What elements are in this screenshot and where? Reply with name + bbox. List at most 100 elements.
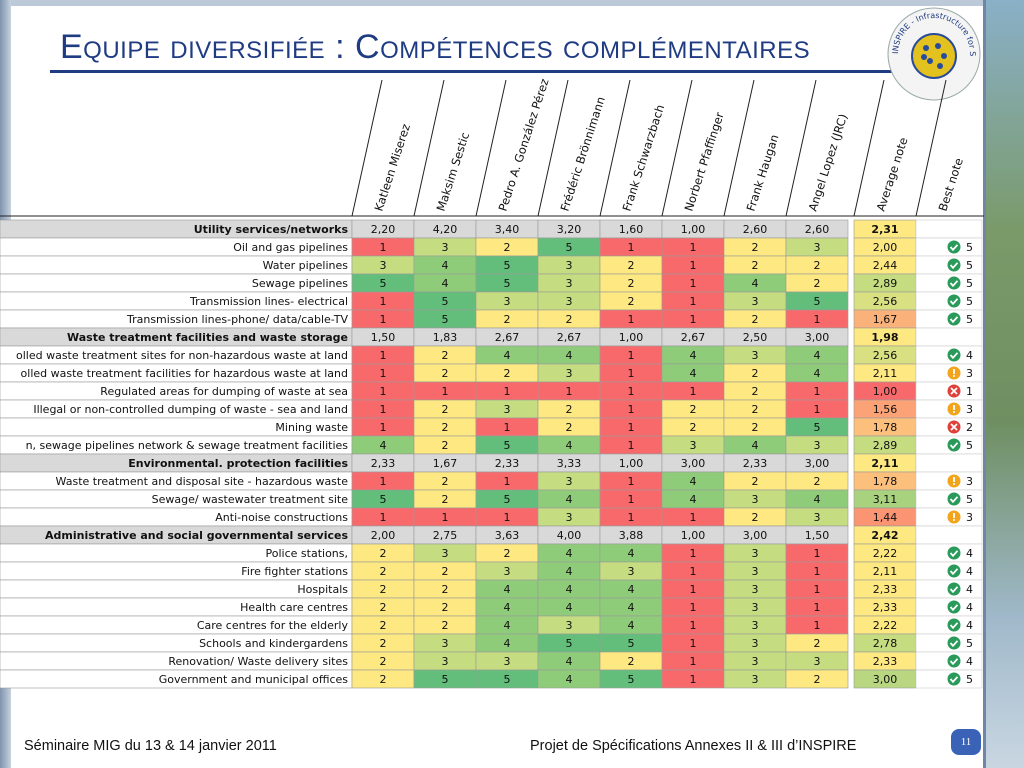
score-value: 1 <box>628 367 635 380</box>
score-value: 4 <box>504 601 511 614</box>
score-value: 1 <box>566 385 573 398</box>
best-note-value: 5 <box>966 241 973 254</box>
score-value: 1 <box>690 619 697 632</box>
best-note-value: 4 <box>966 601 973 614</box>
score-value: 2 <box>752 259 759 272</box>
score-value: 3 <box>566 367 573 380</box>
score-value: 3 <box>566 277 573 290</box>
title-underline <box>50 70 900 73</box>
score-value: 1,00 <box>681 223 706 236</box>
best-note-value: 4 <box>966 547 973 560</box>
slide-title: Equipe diversifiée : Compétences complém… <box>60 28 811 66</box>
header-separator <box>915 79 947 217</box>
score-value: 1,00 <box>619 331 644 344</box>
average-value: 2,44 <box>873 259 898 272</box>
column-header-label: Frank Haugan <box>744 133 782 213</box>
average-value: 3,00 <box>873 673 898 686</box>
score-value: 1 <box>628 421 635 434</box>
score-value: 2 <box>380 673 387 686</box>
score-value: 1 <box>628 241 635 254</box>
row-label: Administrative and social governmental s… <box>45 529 348 542</box>
score-value: 1 <box>628 511 635 524</box>
column-header-label: Norbert Pfaffinger <box>682 110 727 213</box>
row-label: Utility services/networks <box>194 223 349 236</box>
score-value: 4 <box>504 583 511 596</box>
score-value: 3 <box>814 241 821 254</box>
row-label: Environmental. protection facilities <box>128 457 348 470</box>
right-map-background <box>984 0 1024 768</box>
score-value: 3,88 <box>619 529 644 542</box>
score-value: 4 <box>690 475 697 488</box>
score-value: 5 <box>504 493 511 506</box>
score-value: 2 <box>380 619 387 632</box>
header-separator <box>785 79 817 217</box>
score-value: 4 <box>566 601 573 614</box>
score-value: 2 <box>380 637 387 650</box>
score-value: 1,83 <box>433 331 458 344</box>
column-header: Average note <box>853 79 911 217</box>
header-separator <box>853 79 885 217</box>
check-icon <box>947 636 961 650</box>
score-value: 1 <box>690 673 697 686</box>
score-value: 4 <box>504 637 511 650</box>
row-label: olled waste treatment sites for non-haza… <box>16 349 348 362</box>
table-row: Government and municipal offices 2 5 5 4 5 1 3 2… <box>0 669 983 689</box>
score-value: 1 <box>442 511 449 524</box>
cross-icon <box>947 384 961 398</box>
row-label: Health care centres <box>240 601 348 614</box>
score-value: 1,60 <box>619 223 644 236</box>
table-row: Water pipelines 3 4 5 3 2 1 2 2 2,44 5 <box>0 255 983 275</box>
score-value: 3,00 <box>805 457 830 470</box>
score-value: 3,33 <box>557 457 582 470</box>
score-value: 1 <box>690 565 697 578</box>
score-value: 5 <box>628 673 635 686</box>
score-value: 1 <box>380 511 387 524</box>
score-value: 1 <box>814 547 821 560</box>
score-value: 4 <box>690 367 697 380</box>
best-note-value: 5 <box>966 637 973 650</box>
score-value: 2 <box>628 259 635 272</box>
score-value: 2,00 <box>371 529 396 542</box>
top-frame <box>0 0 1024 6</box>
score-value: 1 <box>628 349 635 362</box>
column-header: Frédéric Brönnimann <box>537 79 608 217</box>
average-value: 2,00 <box>873 241 898 254</box>
score-value: 2,67 <box>557 331 582 344</box>
score-value: 1 <box>814 385 821 398</box>
score-value: 3 <box>442 655 449 668</box>
score-value: 2 <box>442 493 449 506</box>
score-value: 3 <box>442 637 449 650</box>
best-note-value: 3 <box>966 475 973 488</box>
column-header-label: Frank Schwarzbach <box>620 103 668 213</box>
row-label: n, sewage pipelines network & sewage tre… <box>26 439 349 452</box>
table-row: Illegal or non-controlled dumping of was… <box>0 399 983 419</box>
score-value: 1 <box>504 385 511 398</box>
row-label: Waste treatment facilities and waste sto… <box>67 331 348 344</box>
score-value: 4 <box>752 277 759 290</box>
score-value: 5 <box>504 673 511 686</box>
score-value: 5 <box>442 313 449 326</box>
score-value: 4 <box>504 349 511 362</box>
row-label: Transmission lines-phone/ data/cable-TV <box>126 313 348 326</box>
score-value: 4 <box>380 439 387 452</box>
score-value: 3 <box>566 475 573 488</box>
category-row: Administrative and social governmental s… <box>0 525 983 545</box>
score-value: 4 <box>814 349 821 362</box>
score-value: 3 <box>814 655 821 668</box>
score-value: 3 <box>504 295 511 308</box>
check-icon <box>947 564 961 578</box>
inspire-logo: INSPIRE - Infrastructure for Spatial Inf… <box>886 6 981 101</box>
score-value: 4 <box>752 439 759 452</box>
check-icon <box>947 672 961 686</box>
score-value: 4 <box>566 565 573 578</box>
score-value: 5 <box>566 637 573 650</box>
score-value: 2 <box>752 475 759 488</box>
best-note-value: 2 <box>966 421 973 434</box>
score-value: 5 <box>628 637 635 650</box>
score-value: 2 <box>814 475 821 488</box>
average-value: 1,67 <box>873 313 898 326</box>
header-separator <box>413 79 445 217</box>
header-separator <box>661 79 693 217</box>
average-value: 1,78 <box>873 475 898 488</box>
column-header: Frank Schwarzbach <box>599 79 668 217</box>
